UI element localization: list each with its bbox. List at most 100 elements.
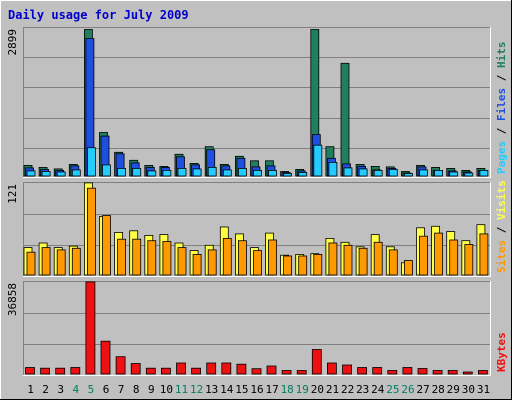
x-tick-label-day-11: 11 (175, 383, 188, 396)
bar-kbytes-day-11 (176, 362, 186, 375)
bar-pages-day-18 (283, 173, 293, 177)
bar-kbytes-day-25 (387, 370, 398, 375)
bar-pages-day-1 (26, 170, 36, 177)
bar-kbytes-day-31 (477, 370, 488, 375)
bar-sites-day-4 (71, 247, 81, 276)
bar-kbytes-day-18 (281, 370, 292, 375)
bar-kbytes-day-1 (25, 367, 35, 375)
x-tick-label-day-3: 3 (57, 383, 64, 396)
bar-pages-day-8 (132, 167, 142, 177)
series-legend: Sites / Visits (495, 180, 508, 273)
bar-pages-day-7 (117, 167, 126, 177)
x-tick-label-day-5: 5 (88, 383, 95, 396)
bar-kbytes-day-17 (266, 365, 277, 375)
bar-sites-day-8 (132, 238, 142, 276)
bar-kbytes-day-26 (402, 367, 413, 375)
legend-kbytes: KBytes (495, 332, 508, 372)
bar-sites-day-24 (373, 241, 383, 276)
bar-kbytes-day-20 (311, 349, 322, 375)
bar-pages-day-26 (403, 173, 413, 177)
x-tick-label-day-23: 23 (356, 383, 369, 396)
bar-kbytes-day-28 (432, 370, 443, 375)
x-tick-label-day-17: 17 (265, 383, 278, 396)
bar-kbytes-day-21 (326, 362, 337, 375)
bar-pages-day-6 (102, 164, 111, 177)
x-tick-label-day-8: 8 (133, 383, 140, 396)
x-tick-label-day-26: 26 (401, 383, 414, 396)
bar-sites-day-15 (237, 240, 247, 276)
legend-separator: / (495, 220, 508, 240)
x-tick-label-day-2: 2 (42, 383, 49, 396)
bar-sites-day-1 (26, 251, 36, 276)
x-tick-label-day-14: 14 (220, 383, 234, 396)
bar-sites-day-31 (479, 233, 489, 276)
x-tick-label-day-31: 31 (477, 383, 490, 396)
bar-pages-day-10 (162, 169, 172, 177)
legend-pages: Pages (495, 141, 508, 174)
bar-pages-day-28 (434, 169, 444, 177)
y-axis-max-label: 121 (6, 184, 19, 204)
x-tick-label-day-6: 6 (103, 383, 110, 396)
bar-sites-day-30 (464, 244, 474, 276)
bar-sites-day-10 (162, 241, 172, 276)
bar-sites-day-22 (343, 244, 353, 276)
bar-pages-day-30 (464, 172, 474, 177)
panel-kbytes: 36858 KBytes (6, 281, 508, 376)
bar-pages-day-21 (328, 161, 338, 177)
bar-kbytes-day-16 (251, 368, 262, 375)
bar-sites-day-19 (298, 255, 308, 276)
bar-pages-day-17 (268, 169, 277, 177)
bar-kbytes-day-10 (160, 367, 171, 375)
bar-hits-day-22 (340, 62, 350, 177)
y-axis-max-label: 36858 (6, 283, 19, 316)
x-tick-label-day-30: 30 (462, 383, 475, 396)
bar-kbytes-day-2 (40, 367, 50, 375)
x-tick-label-day-4: 4 (72, 383, 79, 396)
bar-sites-day-26 (403, 260, 413, 276)
x-tick-label-day-10: 10 (160, 383, 173, 396)
bar-sites-day-3 (56, 249, 66, 276)
series-legend: KBytes (495, 332, 508, 372)
x-tick-label-day-9: 9 (148, 383, 155, 396)
series-sites (26, 187, 489, 276)
legend-separator: / (495, 121, 508, 141)
bar-sites-day-12 (192, 253, 202, 276)
bar-pages-day-20 (313, 144, 323, 177)
legend-files: Files (495, 88, 508, 121)
bar-pages-day-2 (41, 171, 51, 177)
chart-title: Daily usage for July 2009 (8, 8, 189, 22)
bar-pages-day-13 (207, 166, 217, 177)
series-kbytes (25, 281, 488, 375)
bar-sites-day-2 (41, 247, 51, 276)
x-tick-label-day-15: 15 (235, 383, 248, 396)
x-tick-label-day-19: 19 (296, 383, 309, 396)
bar-sites-day-9 (147, 240, 157, 276)
bar-kbytes-day-6 (100, 340, 111, 375)
series-legend: Pages / Files / Hits (495, 42, 508, 175)
bar-sites-day-21 (328, 242, 338, 276)
bar-sites-day-11 (177, 247, 187, 276)
bar-kbytes-day-9 (145, 367, 156, 375)
bar-kbytes-day-7 (115, 356, 126, 375)
bar-kbytes-day-14 (221, 362, 232, 375)
bar-pages-day-9 (147, 170, 157, 177)
bar-sites-day-20 (313, 253, 323, 276)
x-tick-label-day-29: 29 (447, 383, 460, 396)
bar-pages-day-11 (177, 167, 187, 177)
bar-kbytes-day-8 (130, 363, 141, 375)
bar-pages-day-31 (479, 169, 489, 177)
x-tick-label-day-24: 24 (371, 383, 385, 396)
bar-pages-day-29 (449, 171, 459, 177)
bar-pages-day-25 (388, 168, 398, 177)
bar-sites-day-5 (87, 187, 96, 276)
x-tick-label-day-27: 27 (416, 383, 429, 396)
bar-pages-day-14 (222, 169, 232, 177)
bar-sites-day-29 (449, 239, 459, 276)
bar-pages-day-23 (358, 168, 368, 177)
bar-kbytes-day-13 (206, 362, 217, 375)
bar-kbytes-day-30 (462, 371, 473, 375)
bar-kbytes-day-24 (372, 367, 383, 375)
panel-hits-files-pages: 2899 Pages / Files / Hits (6, 27, 508, 178)
x-axis-day-labels: 1 2 3 4 5 6 7 8 9 10 11 12 13 14 15 16 17 18 19 20 21 22 23 24 2… (27, 383, 490, 396)
